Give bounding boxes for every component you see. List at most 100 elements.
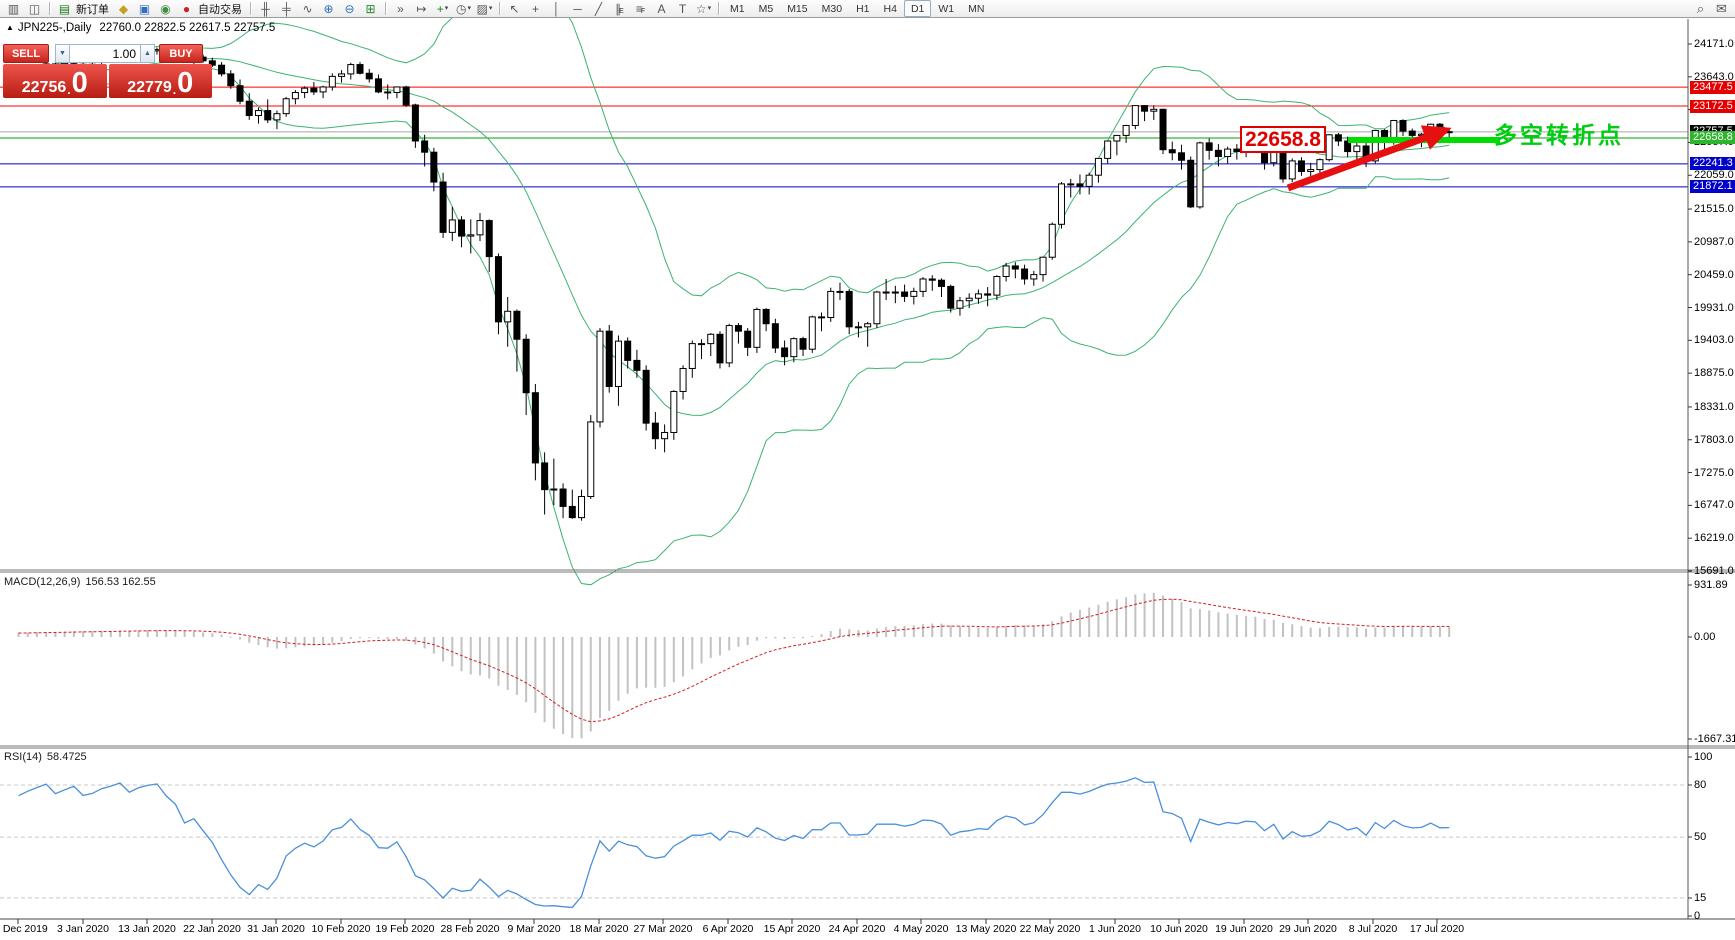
timeframe-H1[interactable]: H1 [856, 2, 870, 15]
date-label: 19 Feb 2020 [375, 923, 435, 935]
buy-price[interactable]: 22779. 0 [108, 64, 212, 100]
buy-price-big-digit: 0 [177, 67, 194, 100]
chart-candlesticks-icon[interactable]: ╪ [282, 1, 291, 16]
collapse-panel-icon[interactable]: ▲ [6, 23, 14, 32]
date-label: 6 Apr 2020 [702, 923, 754, 935]
timeframe-M30[interactable]: M30 [821, 2, 843, 15]
periods-icon[interactable]: ◷ ▾ [456, 1, 471, 16]
chart-title: ▲ JPN225-,Daily 22760.0 22822.5 22617.5 22… [6, 22, 275, 34]
sell-price-dot: . [67, 83, 71, 97]
buy-price-main: 22779 [127, 79, 172, 96]
timeframe-D1[interactable]: D1 [903, 0, 932, 17]
market-watch-icon[interactable]: ▥ [7, 1, 20, 16]
templates-icon[interactable]: ▨ ▾ [476, 1, 493, 16]
date-label: 13 Jan 2020 [118, 923, 176, 935]
timeframe-H4[interactable]: H4 [883, 2, 897, 15]
timeframe-MN[interactable]: MN [968, 2, 985, 15]
date-label: 3 Jan 2020 [57, 923, 109, 935]
price-tick: 17803.0 [1694, 433, 1734, 446]
toolbar-separator [250, 2, 251, 15]
data-window-icon[interactable]: ◫ [28, 1, 41, 16]
sell-price-main: 22756 [21, 79, 67, 96]
rsi-tick: 0 [1694, 910, 1701, 922]
macd-indicator-label: MACD(12,26,9) 156.53 162.55 [4, 576, 156, 588]
cursor-icon[interactable]: ↖ [509, 1, 520, 16]
date-label: 19 Jun 2020 [1215, 923, 1273, 935]
indicators-icon[interactable]: + ▾ [436, 1, 449, 16]
date-label: 22 May 2020 [1019, 923, 1081, 935]
timeframe-M15[interactable]: M15 [787, 2, 808, 15]
macd-tick: 0.00 [1694, 631, 1716, 643]
arrows-icon[interactable]: ☆ ▾ [695, 1, 712, 16]
chart-bars-icon[interactable]: ╫ [261, 1, 270, 16]
toolbar-separator [718, 2, 719, 15]
date-label: 10 Feb 2020 [311, 923, 371, 935]
date-label: 15 Apr 2020 [763, 923, 821, 935]
text-icon[interactable]: A [657, 1, 666, 16]
zoom-in-icon[interactable]: ⊕ [323, 1, 334, 16]
price-tick: 16219.0 [1694, 532, 1734, 545]
timeframe-M1[interactable]: M1 [730, 2, 745, 15]
chat-icon[interactable]: ✉ [1716, 0, 1727, 16]
sell-price[interactable]: 22756. 0 [3, 64, 107, 98]
date-label: 1 Jun 2020 [1089, 923, 1141, 935]
date-label: 10 Jun 2020 [1150, 923, 1208, 935]
price-marker: 23172.5 [1690, 99, 1735, 113]
toolbar-separator [49, 2, 50, 15]
price-tick: 24171.0 [1694, 38, 1734, 50]
chart-line-icon[interactable]: ∿ [302, 1, 313, 16]
new-order-icon[interactable]: ▤ [58, 1, 71, 16]
date-label: 29 Jun 2020 [1279, 923, 1337, 935]
date-label: 8 Jul 2020 [1348, 923, 1398, 935]
trendline-icon[interactable]: ╱ [594, 1, 603, 16]
sell-button[interactable]: SELL [3, 44, 49, 63]
price-tick: 22059.0 [1694, 169, 1734, 182]
rsi-tick: 80 [1694, 779, 1707, 791]
symbol-period-label: JPN225-,Daily [17, 22, 92, 34]
rsi-tick: 15 [1694, 892, 1707, 904]
timeframe-M5[interactable]: M5 [758, 2, 774, 15]
price-tick: 16747.0 [1694, 499, 1734, 512]
tile-windows-icon[interactable]: ⊞ [365, 1, 376, 16]
price-marker: 21872.1 [1690, 180, 1735, 194]
date-label: 31 Jan 2020 [247, 923, 305, 935]
price-marker: 23477.5 [1690, 80, 1735, 94]
date-label: 13 May 2020 [955, 923, 1017, 935]
autotrading-label[interactable]: 自动交易 [198, 3, 242, 16]
volume-input[interactable] [70, 44, 140, 63]
crosshair-icon[interactable]: + [531, 1, 539, 16]
price-tick: 15691.0 [1694, 565, 1734, 577]
toolbar: ▥ ◫ ▤ 新订单 ◆ ▣ ◉ ● 自动交易 ╫ ╪ ∿ ⊕ ⊖ ⊞ » ↦ + ▾ ◷ ▾ ▨ ▾ ↖ + │ ─ ╱ ∥ E ≡ F A T ☆… [0, 0, 1735, 18]
auto-scroll-icon[interactable]: » [397, 1, 404, 16]
price-tick: 20987.0 [1694, 235, 1734, 248]
date-label: 17 Jul 2020 [1409, 923, 1465, 935]
chart-shift-icon[interactable]: ↦ [416, 1, 427, 16]
terminal-icon[interactable]: ▣ [138, 1, 151, 16]
macd-tick: 931.89 [1694, 579, 1728, 591]
volume-up-button[interactable]: ▲ [140, 44, 155, 63]
zoom-out-icon[interactable]: ⊖ [344, 1, 355, 16]
styler-icon[interactable]: ◆ [118, 1, 129, 16]
price-tick: 18875.0 [1694, 367, 1734, 380]
new-order-label[interactable]: 新订单 [76, 3, 109, 16]
text-label-icon[interactable]: T [678, 1, 687, 16]
price-tick: 19931.0 [1694, 301, 1734, 314]
signals-icon[interactable]: ◉ [160, 1, 171, 16]
channel-icon[interactable]: ∥ E [615, 1, 624, 16]
horizontal-line-icon[interactable]: ─ [573, 1, 582, 16]
vertical-line-icon[interactable]: │ [552, 1, 561, 16]
autotrading-icon[interactable]: ● [182, 1, 191, 16]
date-label: 24 Apr 2020 [828, 923, 886, 935]
turning-point-annotation[interactable]: 多空转折点 [1494, 122, 1624, 148]
price-tick: 19403.0 [1694, 334, 1734, 347]
buy-button[interactable]: BUY [159, 44, 203, 63]
timeframe-W1[interactable]: W1 [938, 2, 955, 15]
price-marker: 22658.8 [1690, 131, 1735, 145]
fibonacci-icon[interactable]: ≡ F [635, 1, 646, 16]
search-icon[interactable]: ⌕ [1696, 0, 1705, 16]
toolbar-separator [385, 2, 386, 15]
price-annotation-box[interactable]: 22658.8 [1240, 126, 1326, 153]
date-label: 18 Mar 2020 [569, 923, 629, 935]
volume-down-button[interactable]: ▼ [55, 44, 70, 63]
